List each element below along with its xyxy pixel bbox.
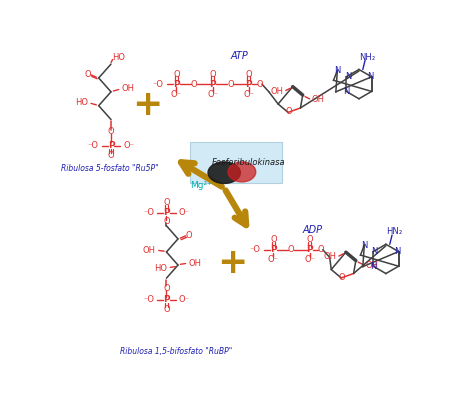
Text: Mg²⁺: Mg²⁺ xyxy=(190,181,212,190)
Text: P: P xyxy=(269,245,276,254)
FancyBboxPatch shape xyxy=(190,142,281,184)
Text: P: P xyxy=(163,208,169,217)
Text: ₂: ₂ xyxy=(370,53,374,62)
Text: P: P xyxy=(107,141,114,150)
Text: O: O xyxy=(163,198,169,207)
Text: OH: OH xyxy=(142,246,155,255)
Text: N: N xyxy=(393,247,399,256)
Text: O⁻: O⁻ xyxy=(207,90,218,99)
Text: O: O xyxy=(287,245,294,254)
Text: P: P xyxy=(306,245,312,254)
Text: ADP: ADP xyxy=(302,226,322,235)
Text: P: P xyxy=(209,80,215,88)
Text: ⁻O: ⁻O xyxy=(152,80,163,88)
Text: N: N xyxy=(366,72,372,81)
Text: HO: HO xyxy=(154,264,167,273)
Text: O: O xyxy=(227,80,233,88)
Text: O: O xyxy=(84,70,91,79)
Text: N: N xyxy=(342,87,349,96)
Text: Ribulosa 5-fosfato "Ru5P": Ribulosa 5-fosfato "Ru5P" xyxy=(61,164,158,173)
Text: ⁻O: ⁻O xyxy=(143,208,154,217)
Text: ⁻O: ⁻O xyxy=(143,295,154,304)
Text: ATP: ATP xyxy=(230,51,248,61)
Text: O: O xyxy=(163,284,169,293)
Text: Fosforibulokinasa: Fosforibulokinasa xyxy=(212,158,285,167)
Text: O⁻: O⁻ xyxy=(303,255,314,264)
Text: P: P xyxy=(173,80,179,88)
Text: O⁻: O⁻ xyxy=(243,90,254,99)
Ellipse shape xyxy=(228,162,255,182)
Text: N: N xyxy=(344,72,350,81)
Text: O: O xyxy=(107,151,114,160)
Text: O⁻: O⁻ xyxy=(171,90,182,99)
Text: O: O xyxy=(185,231,192,240)
Text: N: N xyxy=(371,247,377,256)
Text: O: O xyxy=(245,70,252,79)
Text: HO: HO xyxy=(75,98,88,107)
Text: O⁻: O⁻ xyxy=(268,255,278,264)
Text: O: O xyxy=(338,273,345,282)
Text: +: + xyxy=(216,246,246,280)
Text: Ribulosa 1,5-bifosfato "RuBP": Ribulosa 1,5-bifosfato "RuBP" xyxy=(120,347,232,356)
Text: O: O xyxy=(209,70,215,79)
Text: P: P xyxy=(163,295,169,304)
Text: +: + xyxy=(132,88,162,122)
Text: N: N xyxy=(369,262,375,271)
Text: OH: OH xyxy=(188,259,202,268)
Text: ⁻O: ⁻O xyxy=(88,141,99,150)
Text: OH: OH xyxy=(323,252,336,261)
Text: HN: HN xyxy=(385,228,397,237)
Text: OH: OH xyxy=(311,95,324,104)
Text: ⁻O: ⁻O xyxy=(249,245,260,254)
Text: N: N xyxy=(360,241,367,250)
Text: N: N xyxy=(334,66,340,75)
Text: O⁻: O⁻ xyxy=(179,295,190,304)
Text: O: O xyxy=(173,70,179,79)
Text: O: O xyxy=(163,305,169,314)
Text: OH: OH xyxy=(122,84,134,93)
Text: ₂: ₂ xyxy=(397,228,400,237)
Ellipse shape xyxy=(207,162,240,184)
Text: O: O xyxy=(306,235,312,244)
Text: O: O xyxy=(256,80,263,88)
Text: O: O xyxy=(316,245,323,254)
Text: OH: OH xyxy=(270,87,283,96)
Text: O: O xyxy=(285,107,291,116)
Text: O: O xyxy=(190,80,197,88)
Text: O: O xyxy=(163,217,169,226)
Text: O: O xyxy=(107,127,114,136)
Text: P: P xyxy=(245,80,252,88)
Text: OH: OH xyxy=(364,261,377,270)
Text: NH: NH xyxy=(358,53,371,62)
Text: O⁻: O⁻ xyxy=(179,208,190,217)
Text: O: O xyxy=(269,235,276,244)
Text: O⁻: O⁻ xyxy=(123,141,134,150)
Text: HO: HO xyxy=(112,53,125,62)
